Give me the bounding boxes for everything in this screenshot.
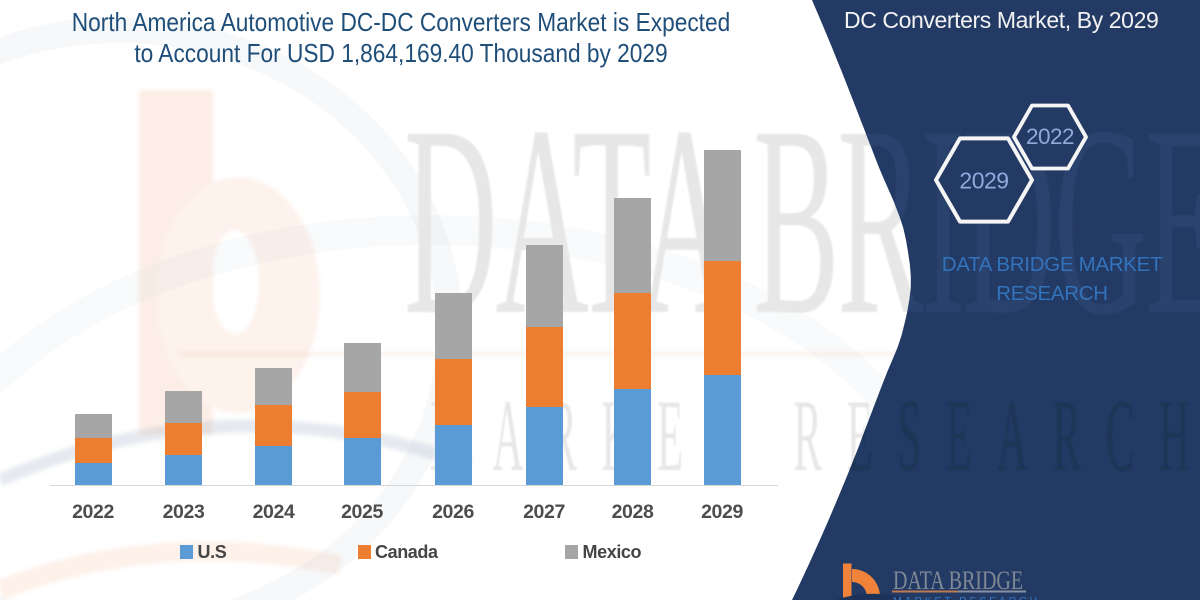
svg-text:2022: 2022 <box>1026 124 1074 149</box>
svg-text:2029: 2029 <box>959 168 1008 194</box>
svg-text:MARKET RESEARCH: MARKET RESEARCH <box>893 595 1040 600</box>
